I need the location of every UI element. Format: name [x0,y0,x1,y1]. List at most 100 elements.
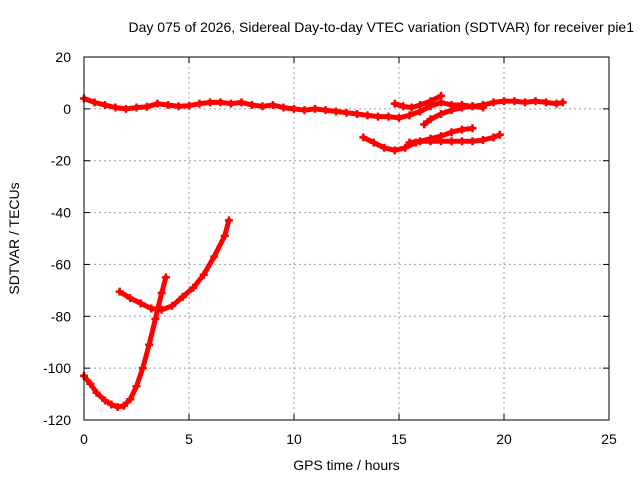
data-point [426,137,435,146]
plot-border [83,56,610,421]
data-point [216,98,225,107]
axis-ticks: 0 5 10 15 20 25 -120 -100 -80 -60 -40 -20 0 20 [43,49,617,447]
data-point [500,97,508,106]
data-point [405,111,414,120]
data-series [115,216,233,314]
y-tick-label: 20 [55,49,71,65]
y-tick-label: -60 [51,256,71,272]
data-point [353,110,361,119]
data-point [405,138,414,147]
data-point [185,101,193,110]
data-point [399,102,408,111]
data-point [101,396,109,405]
data-series [80,94,567,122]
data-point [178,292,187,301]
data-point [407,103,416,112]
data-point [390,146,399,155]
data-point [126,294,135,303]
data-point [300,106,309,115]
series-trace [407,132,503,146]
data-point [359,133,368,142]
data-point [279,103,288,112]
data-series [80,273,170,412]
data-point [248,100,256,109]
data-point [342,108,351,117]
data-point [437,137,445,146]
data-point [401,143,410,152]
data-point [237,98,246,107]
data-point [420,120,429,129]
data-point [495,130,504,139]
data-point [119,401,128,410]
data-point [92,388,101,397]
y-tick-label: 0 [63,101,71,117]
data-point [136,299,145,308]
data-point [416,137,424,146]
chart-title: Day 075 of 2026, Sidereal Day-to-day VTE… [128,19,634,35]
data-point [210,252,219,261]
data-point [220,231,229,240]
x-tick-label: 25 [601,431,617,447]
y-tick-label: -100 [43,360,71,376]
data-point [86,379,95,388]
data-series [420,102,487,129]
x-tick-label: 0 [80,431,88,447]
data-point [437,110,445,119]
data-point [542,98,550,107]
data-point [164,100,172,109]
data-point [363,111,372,120]
data-point [552,99,561,108]
data-point [426,97,435,106]
data-point [416,100,424,109]
data-point [395,113,403,122]
data-point [101,100,109,109]
data-point [145,340,154,349]
data-point [321,106,330,115]
data-point [107,400,116,409]
data-point [195,99,204,108]
data-point [113,403,122,412]
data-point [151,314,160,323]
data-point [206,98,214,107]
data-point [90,98,99,107]
data-point [369,138,378,147]
data-point [161,273,170,282]
data-point [468,124,477,133]
data-point [126,395,135,404]
data-series [405,130,504,147]
data-series-group [80,91,567,412]
data-point [384,112,393,121]
x-tick-label: 15 [391,431,407,447]
data-point [489,133,498,142]
data-point [174,102,183,111]
data-point [258,102,267,111]
data-point [132,103,141,112]
data-point [510,97,519,106]
series-trace [81,274,169,410]
y-tick-label: -40 [51,205,71,221]
data-point [468,137,477,146]
y-axis-title: SDTVAR / TECUs [6,182,22,294]
data-point [122,104,130,113]
data-point [447,137,456,146]
data-point [479,103,487,112]
data-point [458,137,466,146]
data-point [458,103,466,112]
data-series [390,91,445,112]
data-point [168,301,177,310]
y-tick-label: -20 [51,153,71,169]
y-tick-label: -120 [43,412,71,428]
data-point [153,99,162,108]
data-point [189,283,198,292]
data-point [558,98,567,107]
data-point [468,102,477,111]
data-point [489,98,498,107]
data-point [458,125,466,134]
data-point [437,91,445,100]
data-point [224,216,233,225]
data-point [531,97,540,106]
data-point [143,102,151,111]
x-tick-label: 5 [185,431,193,447]
data-point [269,100,277,109]
